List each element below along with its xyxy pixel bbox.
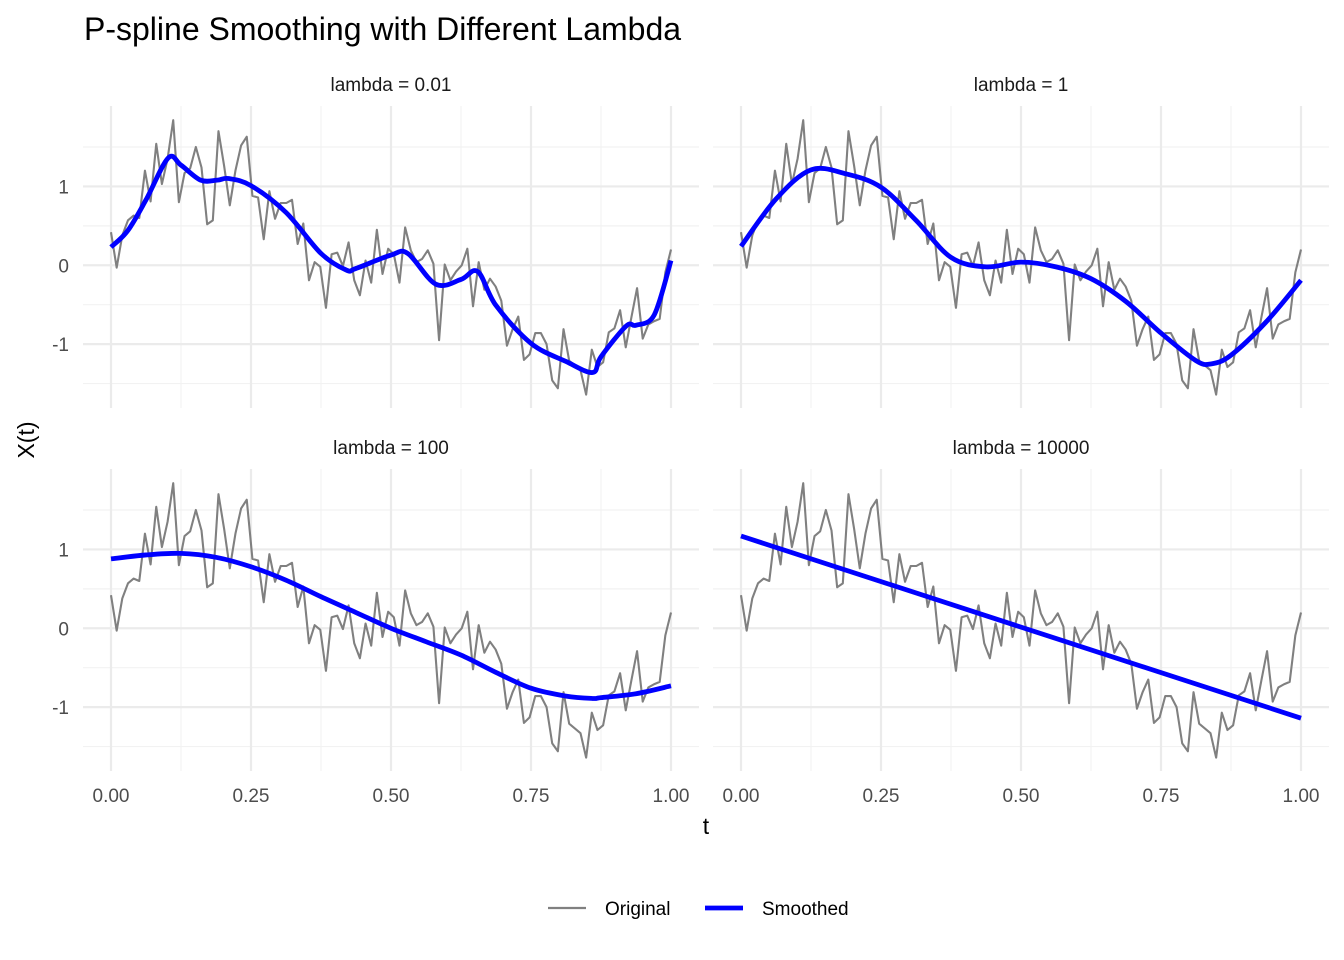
y-axis-title: X(t) [13,421,39,458]
series-original-line [739,482,1303,759]
x-tick-label: 0.00 [723,786,760,807]
series-original-line [109,482,673,759]
facet-panel: lambda = 0.01 -1 0 1 [52,75,699,408]
x-tick-label: 1.00 [1283,786,1320,807]
x-tick-label: 1.00 [653,786,690,807]
facet-panel: lambda = 1 [713,75,1329,408]
legend-label-smoothed: Smoothed [762,899,849,920]
y-tick-label: -1 [52,335,69,356]
facet-strip-label: lambda = 0.01 [331,75,452,96]
x-tick-label: 0.50 [373,786,410,807]
series-smoothed-line [740,533,1302,721]
x-tick-label: 0.75 [513,786,550,807]
facet-panels: lambda = 0.01 -1 0 1 lambda = 1 lambda = 100 -… [52,75,1329,807]
x-tick-label: 0.25 [863,786,900,807]
x-tick-label: 0.75 [1143,786,1180,807]
y-tick-label: 0 [58,619,69,640]
x-tick-label: 0.00 [93,786,130,807]
legend: Original Smoothed [548,899,849,920]
y-tick-label: 1 [58,177,69,198]
facet-panel: lambda = 100 -1 0 1 0.00 0.25 0.50 0.75 1.00 [52,438,699,807]
y-tick-label: -1 [52,698,69,719]
x-axis-title: t [703,813,710,839]
facet-strip-label: lambda = 10000 [953,438,1090,459]
y-tick-label: 1 [58,540,69,561]
legend-label-original: Original [605,899,670,920]
facet-panel: lambda = 10000 0.00 0.25 0.50 0.75 1.00 [713,438,1329,807]
x-tick-label: 0.25 [233,786,270,807]
facet-strip-label: lambda = 1 [974,75,1069,96]
series-smoothed-line [109,153,674,375]
facet-strip-label: lambda = 100 [333,438,449,459]
series-smoothed-line [739,165,1303,367]
series-smoothed-line [110,550,672,701]
series-original-line [739,119,1303,396]
y-tick-label: 0 [58,256,69,277]
x-tick-label: 0.50 [1003,786,1040,807]
chart-title: P-spline Smoothing with Different Lambda [84,11,681,47]
